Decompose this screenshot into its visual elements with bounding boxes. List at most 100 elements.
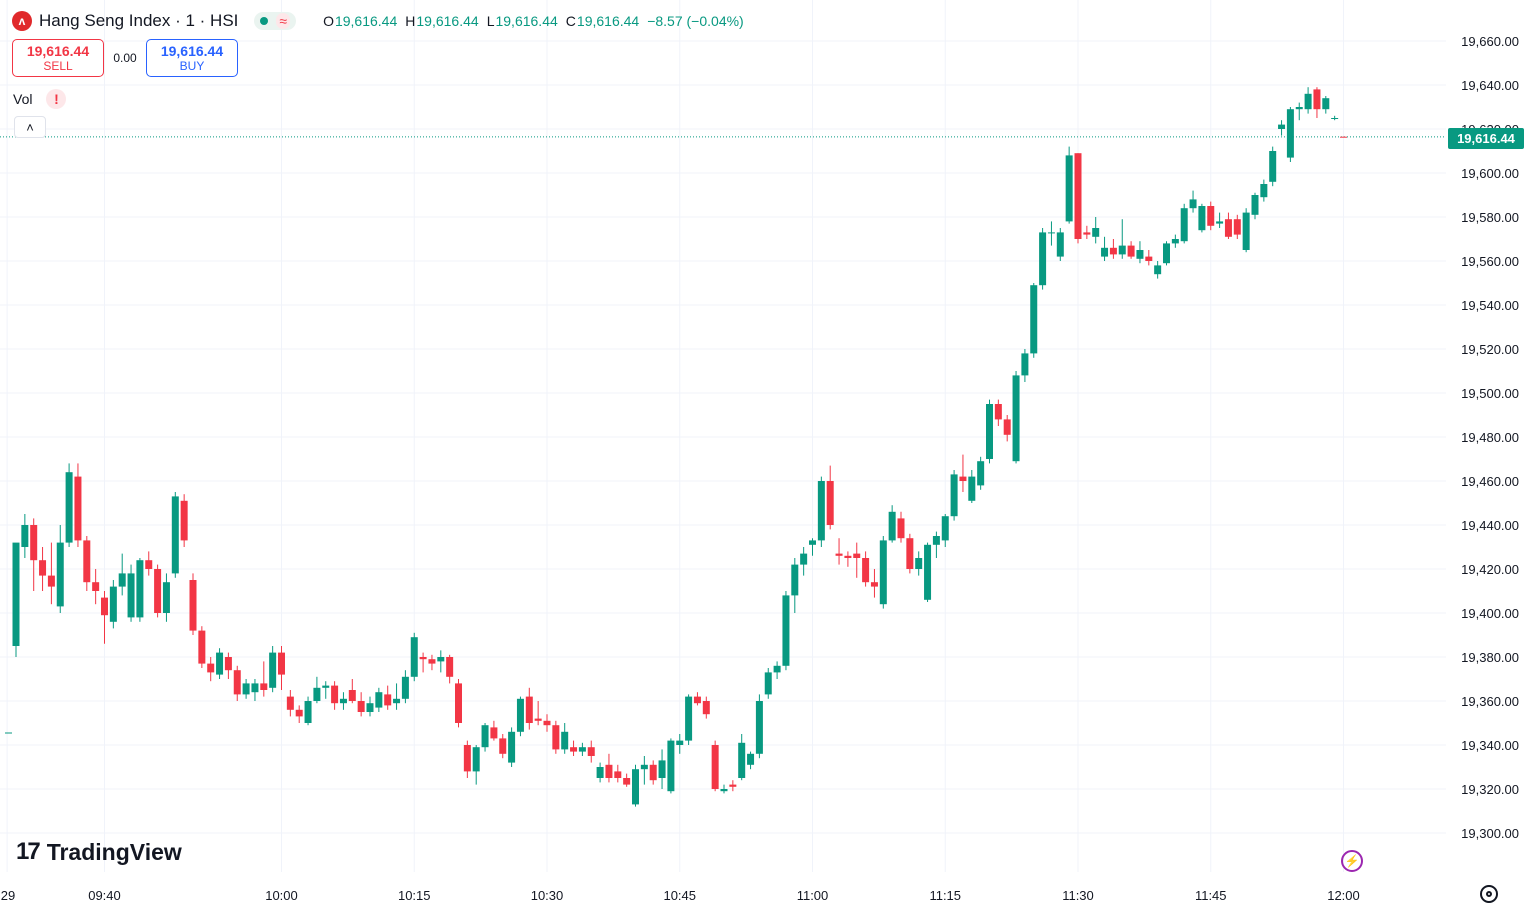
candle	[1216, 212, 1224, 228]
candle	[1136, 241, 1144, 264]
candle	[401, 670, 409, 704]
volume-indicator[interactable]: Vol !	[13, 89, 67, 109]
candle-body	[278, 652, 285, 675]
candle	[118, 553, 126, 596]
candle-body	[1322, 98, 1330, 110]
candle-body	[74, 476, 82, 541]
candle-body	[171, 496, 179, 574]
candle	[623, 773, 631, 787]
candle	[1286, 107, 1294, 162]
collapse-indicators-button[interactable]: ˄	[14, 116, 46, 138]
ohlc-values: O 19,616.44 H 19,616.44 L 19,616.44 C 19,616…	[316, 13, 745, 29]
x-tick-label: 10:45	[663, 888, 696, 903]
candle-body	[410, 637, 418, 677]
y-tick-label: 19,360.00	[1461, 694, 1519, 709]
candle-body	[570, 747, 578, 752]
candle	[1030, 283, 1038, 358]
candle-body	[809, 540, 816, 545]
candle-body	[1101, 247, 1109, 257]
candle-body	[693, 696, 701, 704]
market-status[interactable]: ≈	[254, 12, 297, 30]
x-tick-label: 10:00	[265, 888, 298, 903]
candle-body	[357, 701, 365, 712]
candle	[419, 652, 427, 673]
symbol-title[interactable]: Hang Seng Index · 1 · HSI	[39, 11, 239, 30]
candle	[357, 692, 365, 717]
candle-body	[419, 657, 427, 660]
candle-body	[472, 747, 480, 772]
candle	[924, 542, 932, 602]
candle-body	[437, 657, 445, 662]
warning-icon[interactable]: !	[46, 89, 67, 109]
candle	[295, 705, 303, 723]
candle-body	[738, 742, 746, 778]
high-label: H	[405, 13, 416, 29]
y-tick-label: 19,540.00	[1461, 298, 1519, 313]
y-tick-label: 19,320.00	[1461, 782, 1519, 797]
buy-price: 19,616.44	[160, 43, 224, 59]
y-tick-label: 19,460.00	[1461, 474, 1519, 489]
tradingview-mark-icon: 17	[16, 838, 41, 865]
x-tick-label: 29	[1, 888, 15, 903]
candle	[278, 646, 285, 690]
buy-button[interactable]: 19,616.44 BUY	[146, 39, 238, 77]
lightning-icon[interactable]: ⚡	[1341, 850, 1363, 872]
candle	[233, 665, 241, 701]
candle-body	[1136, 250, 1144, 259]
candle	[986, 399, 993, 464]
candle	[1145, 250, 1153, 266]
candle	[216, 648, 224, 679]
sell-button[interactable]: 19,616.44 SELL	[12, 39, 104, 77]
candle-body	[844, 555, 852, 558]
candle	[286, 690, 294, 717]
candle	[561, 723, 569, 754]
candle	[897, 511, 905, 543]
candle-body	[1047, 232, 1055, 234]
candle-body	[295, 709, 303, 717]
y-tick-label: 19,480.00	[1461, 430, 1519, 445]
candle	[959, 454, 967, 492]
tradingview-logo[interactable]: 17 TradingView	[16, 838, 182, 866]
candle	[304, 696, 312, 726]
candle-body	[791, 564, 799, 596]
candle	[1047, 221, 1055, 246]
candle-body	[764, 672, 772, 695]
candle	[47, 542, 55, 605]
candle-body	[924, 544, 932, 600]
low-value: 19,616.44	[495, 13, 558, 29]
candle	[1260, 179, 1268, 202]
candle-body	[393, 698, 401, 704]
candle-body	[331, 685, 339, 704]
settings-icon[interactable]	[1480, 885, 1498, 903]
candle	[773, 661, 781, 679]
candle-body	[47, 575, 55, 587]
chart-legend: ʌ Hang Seng Index · 1 · HSI ≈ O 19,616.44…	[12, 10, 745, 32]
candle	[516, 696, 524, 737]
candle	[826, 465, 834, 530]
candle	[791, 558, 799, 613]
candle	[1012, 371, 1020, 464]
y-tick-label: 19,660.00	[1461, 34, 1519, 49]
candle-body	[632, 769, 639, 805]
y-tick-label: 19,580.00	[1461, 210, 1519, 225]
candle	[1154, 261, 1162, 279]
candle	[1251, 192, 1259, 220]
candle-body	[180, 500, 188, 541]
x-tick-label: 10:30	[531, 888, 564, 903]
candle	[74, 463, 82, 547]
candle	[950, 470, 958, 521]
candle-body	[959, 476, 967, 481]
candle	[101, 591, 108, 644]
candle	[747, 751, 755, 770]
candle	[800, 547, 808, 576]
candle-body	[12, 542, 20, 646]
candle	[339, 692, 347, 710]
candle-body	[587, 747, 595, 756]
open-label: O	[323, 13, 334, 29]
y-tick-label: 19,560.00	[1461, 254, 1519, 269]
candle	[853, 542, 861, 578]
candle-body	[525, 696, 533, 723]
candle-body	[1189, 199, 1197, 209]
x-tick-label: 11:45	[1195, 888, 1227, 903]
